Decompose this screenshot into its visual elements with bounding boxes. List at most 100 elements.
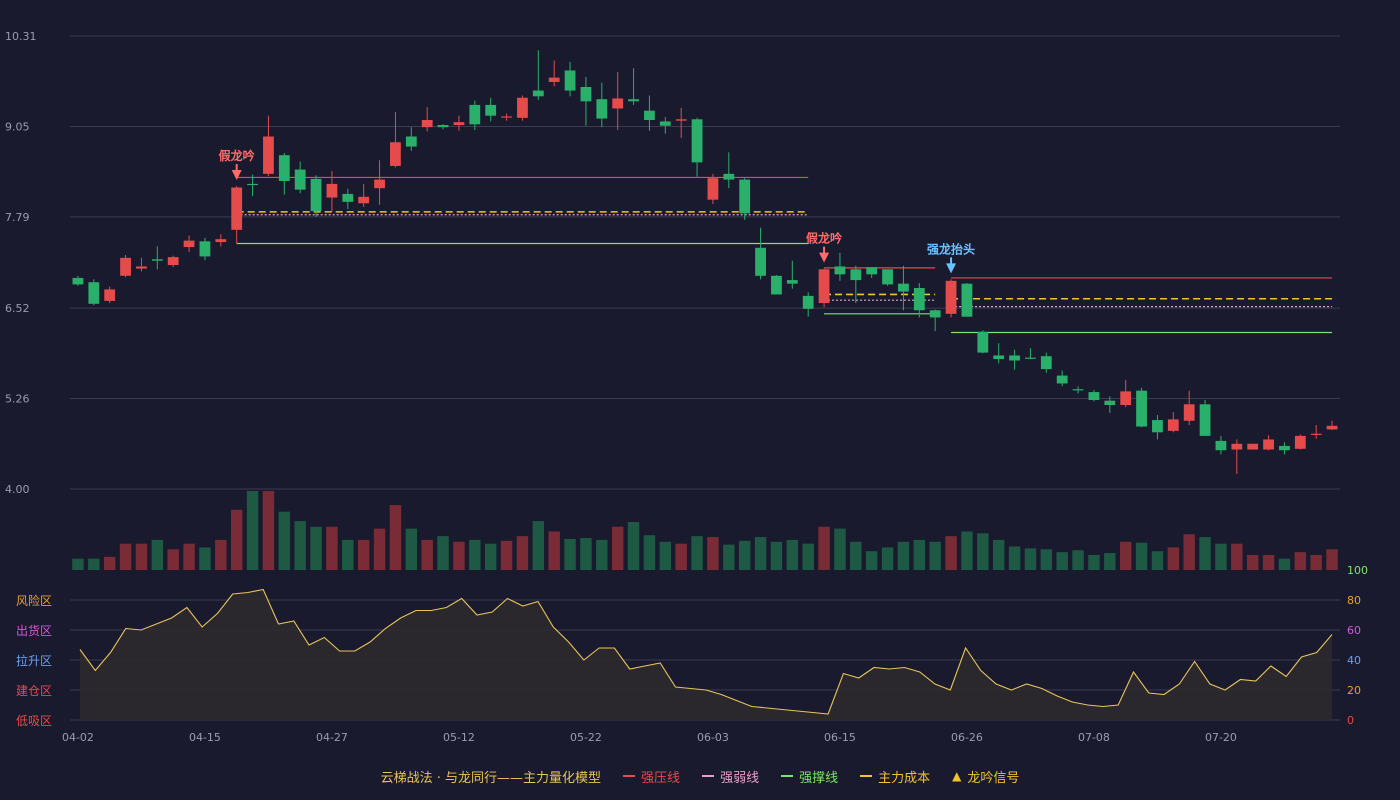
candle	[628, 68, 639, 105]
candle	[580, 76, 592, 126]
candle-body	[1152, 420, 1163, 433]
candle	[1136, 387, 1147, 428]
candle-body	[183, 240, 195, 248]
candle	[1088, 389, 1100, 402]
candle	[437, 124, 449, 130]
legend-item-signal[interactable]: ▲ 龙吟信号	[952, 767, 1019, 786]
candle-body	[675, 119, 687, 121]
legend-item-support[interactable]: 强撑线	[781, 767, 838, 786]
candle	[1025, 348, 1036, 360]
indicator-tick-label: 100	[1347, 564, 1368, 577]
candle-body	[120, 257, 131, 276]
candle-body	[263, 136, 274, 174]
volume-bar	[611, 526, 624, 570]
volume-bar	[881, 547, 894, 570]
candle	[771, 275, 782, 295]
date-tick-label: 04-27	[316, 731, 348, 744]
volume-bar	[1008, 546, 1021, 570]
candle-body	[374, 179, 385, 189]
candle-body	[739, 179, 751, 214]
candle-body	[564, 70, 576, 91]
volume-bar	[1183, 534, 1195, 570]
volume-bar	[326, 526, 338, 570]
candle	[469, 100, 481, 131]
volume-bar	[865, 551, 878, 570]
volume-bar	[294, 521, 306, 570]
candle	[199, 237, 211, 260]
signal-label: 假龙吟	[806, 231, 842, 246]
candle	[1152, 415, 1163, 440]
volume-bar	[262, 491, 275, 570]
volume-bar	[977, 533, 989, 570]
candle-body	[1088, 392, 1100, 400]
legend-item-press[interactable]: 强压线	[623, 767, 680, 786]
volume-bar	[548, 531, 560, 570]
candle-body	[1326, 425, 1338, 430]
legend-label: 龙吟信号	[967, 770, 1020, 786]
zone-label: 拉升区	[16, 653, 52, 668]
weak-line-swatch	[702, 775, 715, 777]
candle	[88, 279, 100, 306]
volume-bar	[1294, 552, 1307, 570]
candle-body	[834, 266, 846, 275]
candle	[786, 260, 798, 289]
candle-body	[1215, 440, 1227, 451]
price-grid	[70, 35, 1340, 490]
candle-body	[469, 104, 481, 125]
candle	[278, 153, 290, 195]
volume-bar	[405, 528, 418, 570]
price-tick-label: 10.31	[5, 30, 37, 43]
candle-body	[215, 239, 227, 243]
signal-arrow-icon	[946, 263, 957, 274]
volume-bar	[1199, 537, 1211, 570]
volume-bar	[167, 549, 179, 570]
level-lines	[236, 176, 1333, 334]
candle	[215, 234, 227, 247]
candle	[612, 71, 624, 131]
candle	[485, 97, 497, 122]
date-tick-label: 05-12	[443, 731, 475, 744]
candle	[1120, 379, 1132, 408]
candle	[723, 152, 735, 189]
candle-body	[1183, 404, 1195, 421]
candle-body	[755, 247, 766, 276]
candle	[850, 265, 862, 304]
cost-line-swatch	[860, 775, 873, 777]
volume-bar	[516, 536, 529, 570]
volume-bar	[72, 558, 84, 570]
candle-body	[1056, 375, 1068, 384]
legend-item-cost[interactable]: 主力成本	[860, 767, 930, 786]
candle	[136, 257, 147, 272]
candle	[167, 255, 179, 268]
candle	[818, 268, 830, 308]
candle-body	[437, 125, 449, 128]
volume-bar	[723, 544, 735, 570]
candle-body	[1136, 390, 1147, 427]
indicator-tick-label: 20	[1347, 684, 1361, 697]
signal-label: 假龙吟	[219, 148, 255, 163]
candle-body	[104, 289, 116, 301]
volume-bar	[675, 543, 687, 570]
candle	[1009, 349, 1020, 370]
legend-item-weak[interactable]: 强弱线	[702, 767, 759, 786]
volume-bar	[1246, 554, 1259, 570]
volume-bar	[1310, 554, 1322, 570]
candle-body	[771, 275, 782, 295]
volume-bar	[453, 541, 465, 570]
candle-body	[453, 122, 465, 126]
volume-bar	[373, 528, 386, 570]
candle-body	[1167, 419, 1179, 431]
candle-body	[945, 280, 957, 314]
candle	[1231, 439, 1243, 474]
candle	[866, 267, 878, 278]
candle-body	[723, 173, 735, 180]
date-axis: 04-02 04-15 04-27 05-12 05-22 06-03 06-15 06-26…	[62, 731, 1237, 744]
volume-bar	[707, 537, 719, 570]
legend-label: 强撑线	[799, 770, 839, 786]
candle-body	[199, 241, 211, 257]
volume-bar	[310, 526, 322, 570]
candle-body	[818, 269, 830, 304]
candle-body	[310, 178, 322, 212]
candle	[501, 113, 512, 121]
volume-bar	[786, 539, 799, 570]
